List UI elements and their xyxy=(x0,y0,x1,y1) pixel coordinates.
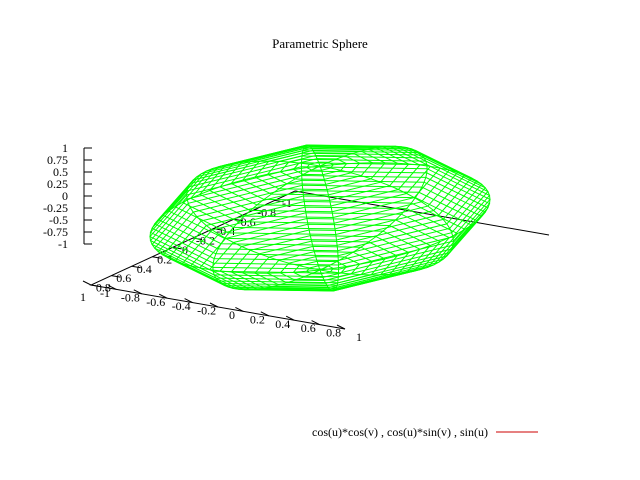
x-tick xyxy=(90,284,101,287)
y-tick xyxy=(108,284,117,290)
surface-meridian-line xyxy=(186,160,321,271)
x-tick xyxy=(233,218,243,222)
surface-meridian-line xyxy=(319,145,428,271)
legend-label: cos(u)*cos(v) , cos(u)*sin(v) , sin(u) xyxy=(312,425,488,439)
y-tick-label: -1 xyxy=(100,286,110,300)
surface-meridian-line xyxy=(319,165,454,276)
z-tick-label: -0.5 xyxy=(49,213,68,227)
y-tick xyxy=(82,280,92,286)
surface-meridian-line xyxy=(319,165,340,292)
y-tick-label: 0.2 xyxy=(250,312,265,326)
z-tick-label: 0.5 xyxy=(53,165,68,179)
z-tick-label: 0.25 xyxy=(47,177,68,191)
z-tick-label: -0.75 xyxy=(43,225,68,239)
y-tick xyxy=(158,293,168,299)
y-axis: -1 -0.8 -0.6 -0.4 -0.2 0 0.2 0.4 0.6 0.8 1 xyxy=(82,280,362,344)
y-tick-label: -0.8 xyxy=(121,290,140,304)
x-tick-label: 0.4 xyxy=(137,262,152,276)
y-tick xyxy=(209,302,219,308)
x-tick xyxy=(152,256,162,259)
sphere-surface xyxy=(149,144,491,292)
y-tick-label: 0.6 xyxy=(301,321,316,335)
y-tick-label: 0.4 xyxy=(275,317,290,331)
y-tick xyxy=(311,320,320,326)
surface-meridian-line xyxy=(149,165,321,274)
y-tick xyxy=(285,315,295,321)
z-tick-label: -1 xyxy=(58,237,68,251)
z-axis: 10.750.50.250-0.25-0.5-0.75-1 xyxy=(43,141,92,251)
z-tick-label: 1 xyxy=(62,141,68,155)
legend: cos(u)*cos(v) , cos(u)*sin(v) , sin(u) xyxy=(312,425,538,439)
z-tick-label: 0.75 xyxy=(47,153,68,167)
x-tick-label: 1 xyxy=(80,290,86,304)
y-tick xyxy=(235,306,244,312)
x-tick-label: 0.2 xyxy=(157,252,172,266)
x-tick-label: 0.8 xyxy=(96,281,111,295)
x-tick xyxy=(111,275,121,278)
y-tick xyxy=(184,298,193,304)
y-tick xyxy=(260,311,270,317)
surface-meridian-line xyxy=(300,144,321,271)
x-tick-label: -1 xyxy=(282,196,292,210)
z-tick-label: 0 xyxy=(62,189,68,203)
y-tick-label: -0.6 xyxy=(146,295,165,309)
y-tick-label: 0.8 xyxy=(326,326,341,340)
y-tick-label: -0.2 xyxy=(197,304,216,318)
y-tick-label: -0.4 xyxy=(172,299,191,313)
surface-meridian-line xyxy=(212,165,321,291)
y-tick xyxy=(336,324,346,330)
x-tick xyxy=(131,265,141,269)
y-tick-label: 0 xyxy=(229,308,235,322)
y-tick xyxy=(133,289,143,295)
y-tick-label: 1 xyxy=(356,330,362,344)
chart-title: Parametric Sphere xyxy=(272,36,368,51)
z-tick-label: -0.25 xyxy=(43,201,68,215)
surface-meridian-line xyxy=(319,162,491,271)
x-tick-label: 0.6 xyxy=(116,271,131,285)
